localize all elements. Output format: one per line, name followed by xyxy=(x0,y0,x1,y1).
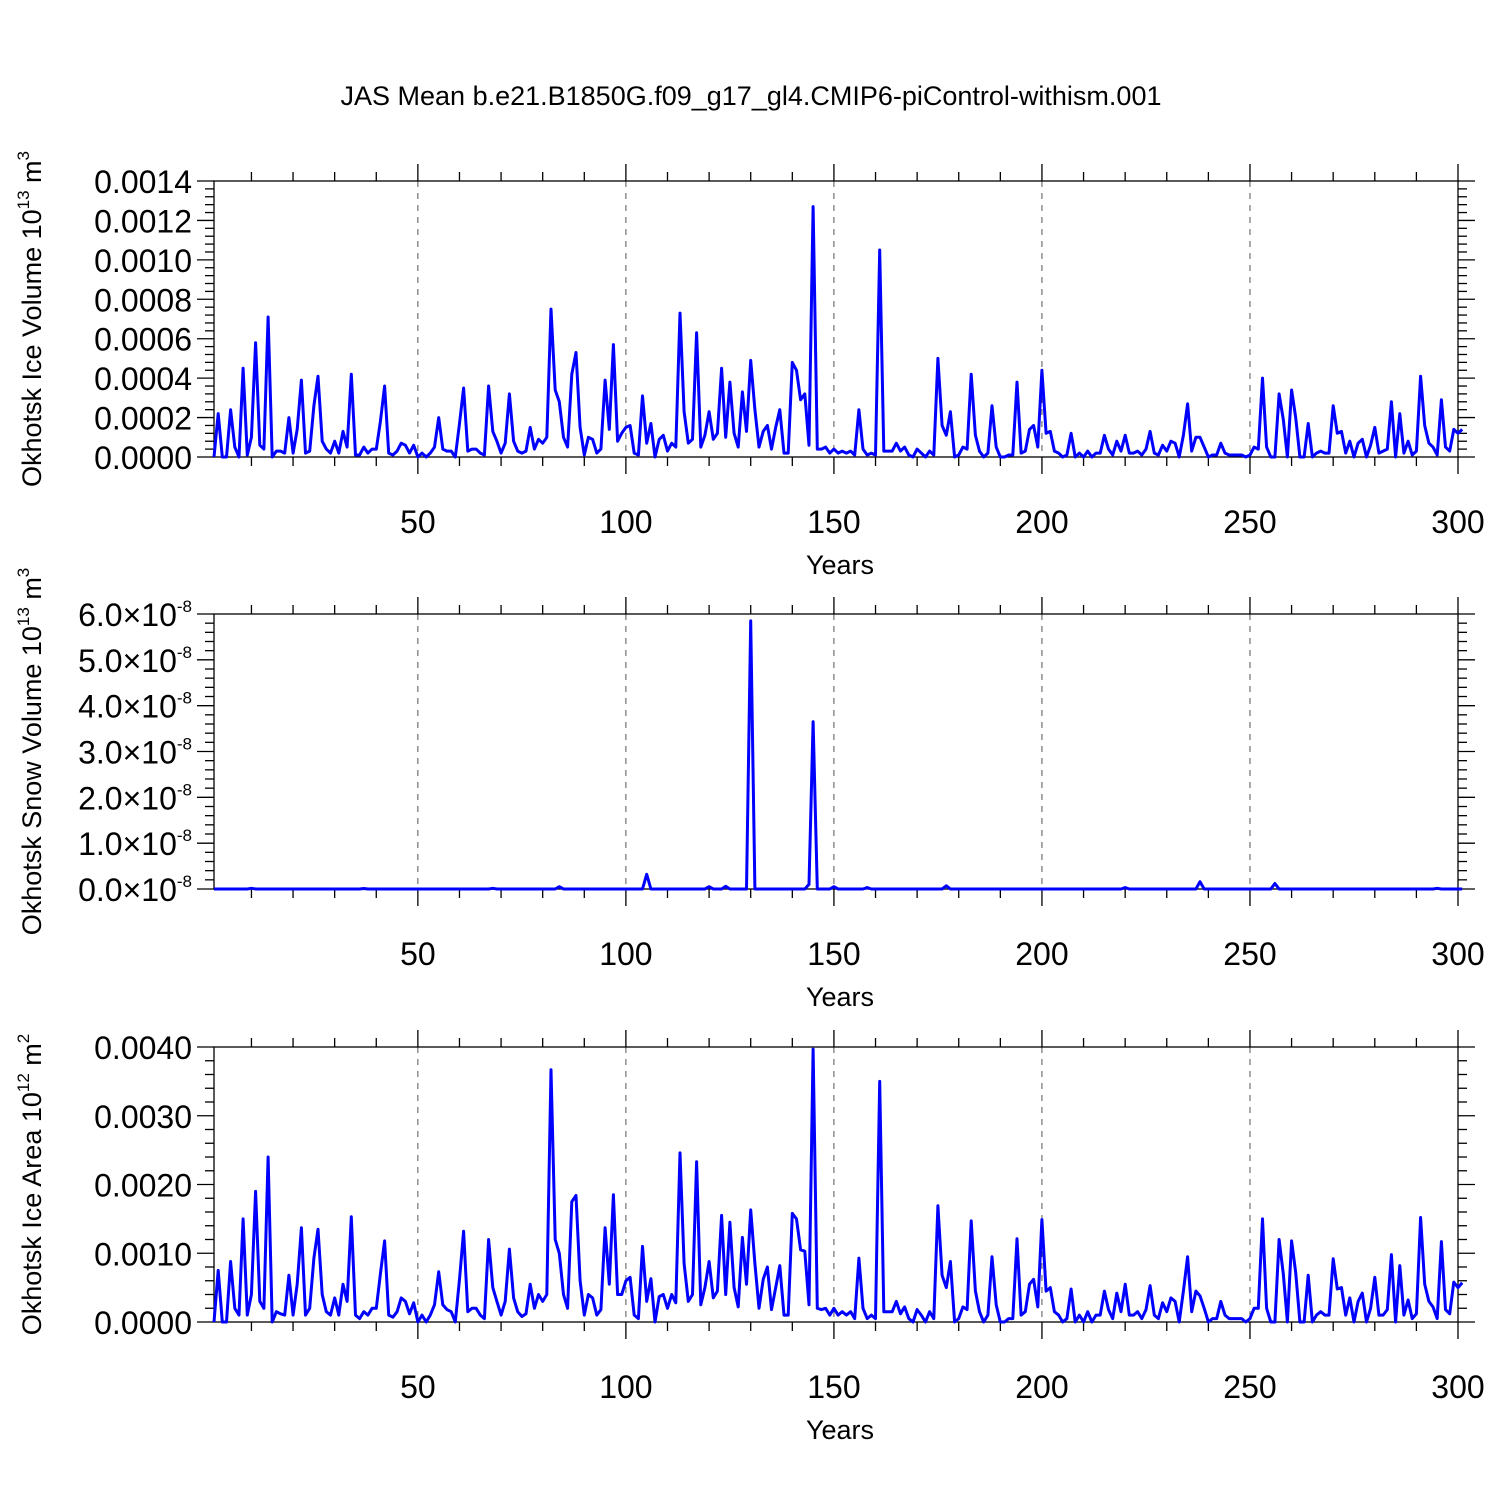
series-line xyxy=(212,205,1464,459)
x-tick-label: 150 xyxy=(807,936,860,972)
plot-frame xyxy=(213,1046,1459,1323)
x-tick-label: 100 xyxy=(599,1369,652,1405)
y-tick-label: 0.0×10-8 xyxy=(78,872,192,908)
x-tick-label: 300 xyxy=(1431,504,1484,540)
y-tick-label: 0.0000 xyxy=(94,1305,192,1341)
y-tick-label: 0.0000 xyxy=(94,440,192,476)
panel-snow-volume: 50 100 150 200 250 300 0.0×10-8 1.0×10-8 2.0×10-… xyxy=(14,568,1485,1012)
y-tick-label: 0.0012 xyxy=(94,203,192,239)
series-line xyxy=(212,1047,1464,1324)
x-axis-label: Years xyxy=(806,982,874,1012)
x-tick-label: 250 xyxy=(1223,504,1276,540)
y-tick-label: 0.0030 xyxy=(94,1099,192,1135)
figure-title: JAS Mean b.e21.B1850G.f09_g17_gl4.CMIP6-… xyxy=(341,81,1162,111)
y-tick-label: 4.0×10-8 xyxy=(78,689,192,725)
x-axis-label: Years xyxy=(806,1415,874,1445)
y-tick-label: 0.0020 xyxy=(94,1168,192,1204)
x-tick-label: 150 xyxy=(807,1369,860,1405)
plot-frame xyxy=(213,613,1459,890)
x-tick-label: 200 xyxy=(1015,936,1068,972)
x-tick-label: 50 xyxy=(400,504,436,540)
plot-frame xyxy=(213,180,1459,458)
y-tick-label: 0.0010 xyxy=(94,243,192,279)
y-ticks xyxy=(197,1046,1475,1323)
x-tick-label: 250 xyxy=(1223,936,1276,972)
x-tick-label: 100 xyxy=(599,504,652,540)
y-tick-label: 0.0006 xyxy=(94,322,192,358)
y-tick-label: 0.0002 xyxy=(94,401,192,437)
y-ticks xyxy=(197,180,1475,458)
x-tick-label: 300 xyxy=(1431,1369,1484,1405)
x-axis-label: Years xyxy=(806,550,874,580)
y-tick-label: 1.0×10-8 xyxy=(78,826,192,862)
y-tick-label: 3.0×10-8 xyxy=(78,735,192,771)
x-tick-label: 50 xyxy=(400,1369,436,1405)
x-tick-label: 300 xyxy=(1431,936,1484,972)
y-tick-label: 0.0008 xyxy=(94,282,192,318)
y-axis-label: Okhotsk Ice Area 1012 m2 xyxy=(14,1034,47,1336)
x-tick-label: 100 xyxy=(599,936,652,972)
x-ticks xyxy=(250,164,1459,474)
x-tick-label: 200 xyxy=(1015,504,1068,540)
y-tick-label: 0.0010 xyxy=(94,1236,192,1272)
x-tick-label: 200 xyxy=(1015,1369,1068,1405)
x-tick-label: 150 xyxy=(807,504,860,540)
panel-ice-area: 50 100 150 200 250 300 0.0000 0.0010 0.0020 0.003… xyxy=(14,1030,1485,1445)
y-tick-label: 0.0004 xyxy=(94,361,192,397)
x-tick-label: 250 xyxy=(1223,1369,1276,1405)
y-tick-label: 5.0×10-8 xyxy=(78,643,192,679)
y-tick-label: 0.0040 xyxy=(94,1030,192,1066)
y-tick-label: 2.0×10-8 xyxy=(78,780,192,816)
y-axis-label: Okhotsk Ice Volume 1013 m3 xyxy=(14,151,47,487)
y-tick-label: 6.0×10-8 xyxy=(78,597,192,633)
panel-ice-volume: 50 100 150 200 250 3000.00000.00020.00040.000… xyxy=(14,151,1485,580)
series-line xyxy=(214,619,1463,891)
y-axis-label: Okhotsk Snow Volume 1013 m3 xyxy=(14,568,47,936)
x-ticks xyxy=(250,1030,1459,1339)
y-tick-label: 0.0014 xyxy=(94,164,192,200)
x-ticks xyxy=(250,597,1459,906)
y-ticks xyxy=(197,613,1475,890)
x-tick-label: 50 xyxy=(400,936,436,972)
